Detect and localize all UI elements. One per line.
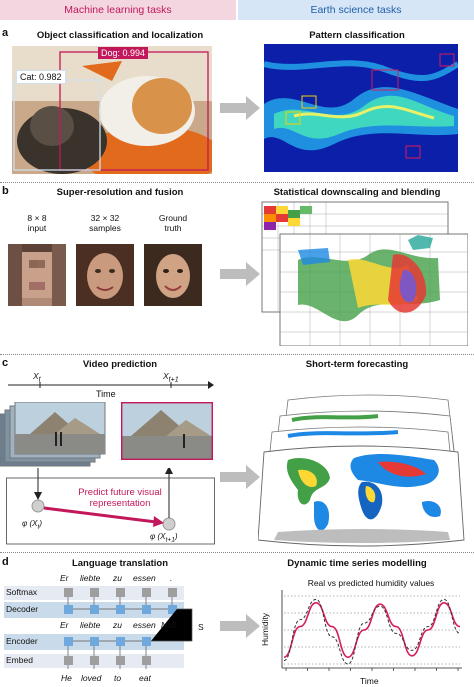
top-word-5: . xyxy=(170,573,173,583)
top-word-3: zu xyxy=(113,573,122,583)
predict-representation-line2: representation xyxy=(89,498,151,509)
chart-series-line-0 xyxy=(283,601,461,659)
cat-dog-photo xyxy=(12,46,212,174)
arrow-d xyxy=(220,614,260,638)
chart-x-ticks xyxy=(285,668,459,671)
forecast-world-maps xyxy=(258,394,465,547)
chart-xlabel: Time xyxy=(360,676,379,686)
ground-truth-label-line2: truth xyxy=(164,223,182,233)
decoder-word-1: Er xyxy=(60,620,69,630)
s-token-label: S xyxy=(198,622,204,632)
top-word-2: liebte xyxy=(80,573,101,583)
embed-row-label: Embed xyxy=(6,655,33,665)
generated-face-image xyxy=(76,244,134,306)
section-c-left-title: Video prediction xyxy=(82,359,158,370)
samples-32x32-label: 32 × 32 samples xyxy=(74,213,136,233)
decoder-word-5: Null xyxy=(161,620,176,630)
cat-label: Cat: 0.982 xyxy=(16,70,66,84)
chart-series xyxy=(283,598,461,665)
xt1-label-sub: t+1 xyxy=(168,375,179,384)
samples-32x32-label-line1: 32 × 32 xyxy=(90,213,120,223)
earth-science-header: Earth science tasks xyxy=(238,0,474,20)
section-a-left-title: Object classification and localization xyxy=(36,30,204,41)
chart-ylabel: Humidity xyxy=(260,612,270,646)
climate-pattern-map xyxy=(264,44,458,172)
humidity-chart xyxy=(281,590,462,671)
section-d-left-title: Language translation xyxy=(71,558,169,569)
chart-series-line-1 xyxy=(283,598,461,665)
xt-label: Xt xyxy=(33,371,41,384)
phi-xt-sub: t xyxy=(37,523,40,531)
decoder-word-4: essen xyxy=(133,620,156,630)
divider-a-b xyxy=(0,182,474,183)
section-d-right-title: Dynamic time series modelling xyxy=(287,558,427,569)
arrow-b xyxy=(220,262,260,286)
divider-b-c xyxy=(0,354,474,355)
arrow-a xyxy=(220,96,260,120)
ground-truth-label: Ground truth xyxy=(142,213,204,233)
divider-c-d xyxy=(0,552,474,553)
input-8x8-label: 8 × 8 input xyxy=(6,213,68,233)
phi-xt-label: φ (Xt) xyxy=(22,519,42,531)
downscaling-maps xyxy=(261,201,468,346)
decoder-word-3: zu xyxy=(113,620,122,630)
samples-32x32-label-line2: samples xyxy=(89,223,121,233)
section-b-right-title: Statistical downscaling and blending xyxy=(273,187,441,198)
section-b-letter: b xyxy=(2,185,9,197)
top-word-4: essen xyxy=(133,573,156,583)
predict-representation-line1: Predict future visual xyxy=(78,487,162,498)
softmax-row-label: Softmax xyxy=(6,587,38,597)
input-8x8-label-line2: input xyxy=(27,223,47,233)
section-a-letter: a xyxy=(2,27,9,39)
decoder-word-2: liebte xyxy=(80,620,101,630)
top-word-1: Er xyxy=(60,573,69,583)
section-a-right-title: Pattern classification xyxy=(309,30,405,41)
target-video-frame xyxy=(121,402,213,460)
phi-xt1-sub: t+1 xyxy=(165,536,175,544)
xt-label-x: X xyxy=(33,371,39,381)
arrow-c xyxy=(220,465,260,489)
chart-subtitle: Real vs predicted humidity values xyxy=(307,578,435,588)
input-8x8-label-line1: 8 × 8 xyxy=(27,213,47,223)
chart-gridlines xyxy=(284,595,460,665)
predict-representation-label: Predict future visual representation xyxy=(60,487,180,509)
phi-xt1-label: φ (Xt+1) xyxy=(150,532,178,544)
phi-xt-close: ) xyxy=(39,519,42,528)
ground-truth-label-line1: Ground xyxy=(158,213,188,223)
ml-tasks-header-label: Machine learning tasks xyxy=(64,4,172,16)
bottom-word-4: eat xyxy=(139,673,151,683)
translation-network xyxy=(4,586,193,669)
ml-tasks-header: Machine learning tasks xyxy=(0,0,236,20)
phi-xt1-text: φ (X xyxy=(150,532,166,541)
phi-xt1-close: ) xyxy=(174,532,178,541)
decoder-row-label: Decoder xyxy=(6,604,39,614)
section-c-right-title: Short-term forecasting xyxy=(305,359,409,370)
video-frames-stack xyxy=(0,402,106,467)
xt1-label: Xt+1 xyxy=(163,371,179,384)
xt1-label-x: X xyxy=(163,371,169,381)
encoder-row-label: Encoder xyxy=(6,636,38,646)
representation-box xyxy=(6,468,215,545)
section-d-letter: d xyxy=(2,556,9,568)
pixelated-face-image xyxy=(8,244,66,306)
bottom-word-2: loved xyxy=(81,673,102,683)
ground-truth-face-image xyxy=(144,244,202,306)
section-b-left-title: Super-resolution and fusion xyxy=(56,187,184,198)
bottom-word-1: He xyxy=(61,673,72,683)
earth-science-header-label: Earth science tasks xyxy=(310,4,402,16)
phi-xt-text: φ (X xyxy=(22,519,38,528)
section-c-letter: c xyxy=(2,357,9,369)
xt-label-sub: t xyxy=(38,375,41,384)
bottom-word-3: to xyxy=(114,673,122,683)
dog-label: Dog: 0.994 xyxy=(98,47,149,59)
time-axis-label: Time xyxy=(96,389,116,399)
time-axis xyxy=(8,381,214,389)
